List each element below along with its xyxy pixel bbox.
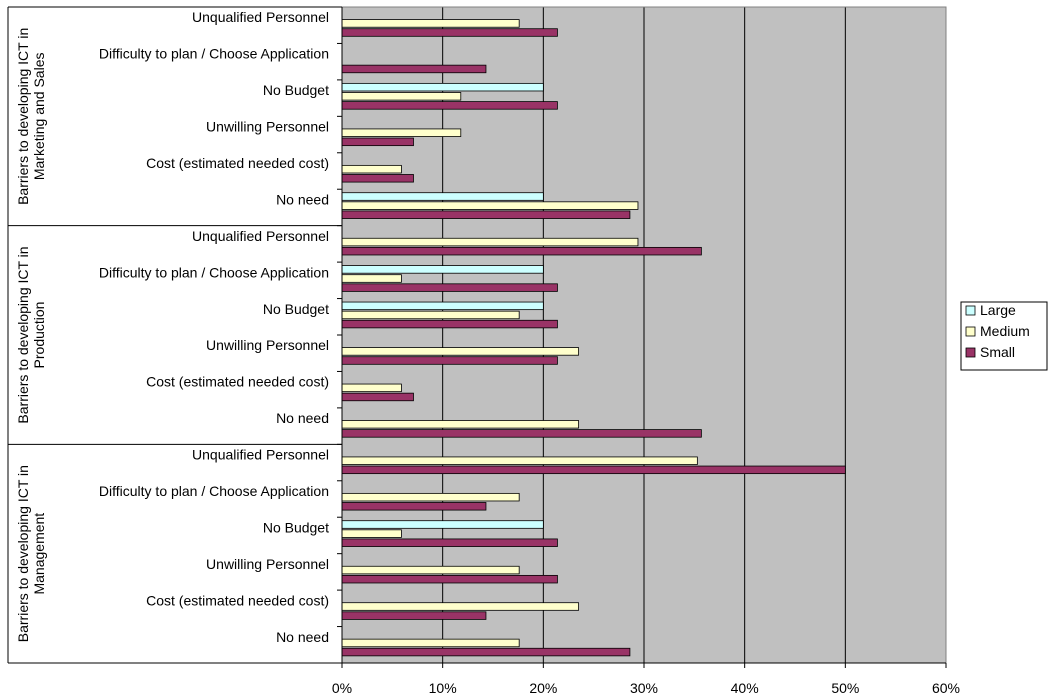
bar-small — [341, 137, 414, 147]
bar-small — [341, 574, 558, 584]
legend-swatch-large — [965, 305, 976, 316]
bar-small — [341, 429, 702, 438]
category-label: Unwilling Personnel — [206, 337, 329, 353]
bar-medium — [341, 347, 579, 356]
legend: Large Medium Small — [960, 301, 1048, 371]
bar-medium — [341, 383, 402, 393]
category-label: Difficulty to plan / Choose Application — [99, 483, 329, 499]
category-label: Unqualified Personnel — [192, 447, 329, 463]
bar-medium — [341, 638, 520, 648]
bar-small — [341, 647, 631, 657]
bar-large — [341, 192, 544, 201]
group-labels: Barriers to developing ICT inMarketing a… — [15, 28, 47, 643]
bar-small — [341, 538, 558, 547]
category-label: No need — [276, 629, 329, 645]
bar-medium — [341, 456, 698, 465]
x-tick-label: 0% — [332, 680, 352, 696]
bar-medium — [341, 201, 639, 210]
legend-label-medium: Medium — [980, 323, 1030, 339]
bar-medium — [341, 274, 402, 283]
bars — [341, 19, 846, 657]
category-label: No need — [276, 191, 329, 207]
legend-swatch-small — [965, 347, 976, 358]
category-label: Difficulty to plan / Choose Application — [99, 46, 329, 62]
axes — [7, 6, 947, 668]
x-tick-label: 60% — [932, 680, 960, 696]
x-tick-labels: 0% 10% 20% 30% 40% 50% 60% — [332, 680, 960, 696]
legend-label-large: Large — [980, 302, 1016, 318]
bar-medium — [341, 602, 579, 611]
x-tick-label: 40% — [731, 680, 759, 696]
bar-medium — [341, 92, 462, 101]
x-tick-label: 10% — [429, 680, 457, 696]
bar-medium — [341, 565, 520, 575]
bar-small — [341, 392, 414, 402]
bar-medium — [341, 237, 639, 247]
category-label: No Budget — [263, 82, 329, 98]
category-label: Cost (estimated needed cost) — [146, 592, 329, 608]
gridlines — [341, 6, 947, 664]
bar-medium — [341, 19, 520, 28]
x-tick-label: 50% — [831, 680, 859, 696]
category-label: Cost (estimated needed cost) — [146, 155, 329, 171]
bar-small — [341, 502, 487, 511]
bar-large — [341, 82, 544, 92]
bar-small — [341, 611, 487, 620]
bar-medium — [341, 310, 520, 320]
bar-medium — [341, 164, 402, 174]
bar-medium — [341, 529, 402, 538]
bar-small — [341, 465, 846, 475]
bar-small — [341, 319, 558, 329]
category-label: No need — [276, 410, 329, 426]
bar-small — [341, 64, 487, 74]
bar-small — [341, 28, 558, 37]
bar-medium — [341, 420, 579, 429]
bar-large — [341, 301, 544, 311]
bar-small — [341, 246, 702, 256]
bar-small — [341, 210, 631, 219]
group-label: Barriers to developing ICT inManagement — [15, 465, 47, 642]
bar-small — [341, 356, 558, 365]
bar-medium — [341, 128, 462, 137]
x-tick-label: 30% — [630, 680, 658, 696]
bar-small — [341, 101, 558, 110]
bar-large — [341, 520, 544, 529]
bar-small — [341, 283, 558, 292]
category-label: Unqualified Personnel — [192, 228, 329, 244]
legend-label-small: Small — [980, 344, 1015, 360]
group-label: Barriers to developing ICT inProduction — [15, 246, 47, 423]
x-tick-label: 20% — [529, 680, 557, 696]
legend-swatch-medium — [965, 326, 976, 337]
group-label: Barriers to developing ICT inMarketing a… — [15, 28, 47, 205]
category-label: Unwilling Personnel — [206, 119, 329, 135]
category-labels: Unqualified Personnel Difficulty to plan … — [99, 9, 329, 645]
bar-medium — [341, 492, 520, 502]
category-label: Unwilling Personnel — [206, 556, 329, 572]
category-label: No Budget — [263, 519, 329, 535]
bar-small — [341, 174, 414, 183]
bar-large — [341, 265, 544, 274]
category-label: Difficulty to plan / Choose Application — [99, 264, 329, 280]
category-label: No Budget — [263, 301, 329, 317]
category-label: Unqualified Personnel — [192, 9, 329, 25]
category-label: Cost (estimated needed cost) — [146, 374, 329, 390]
